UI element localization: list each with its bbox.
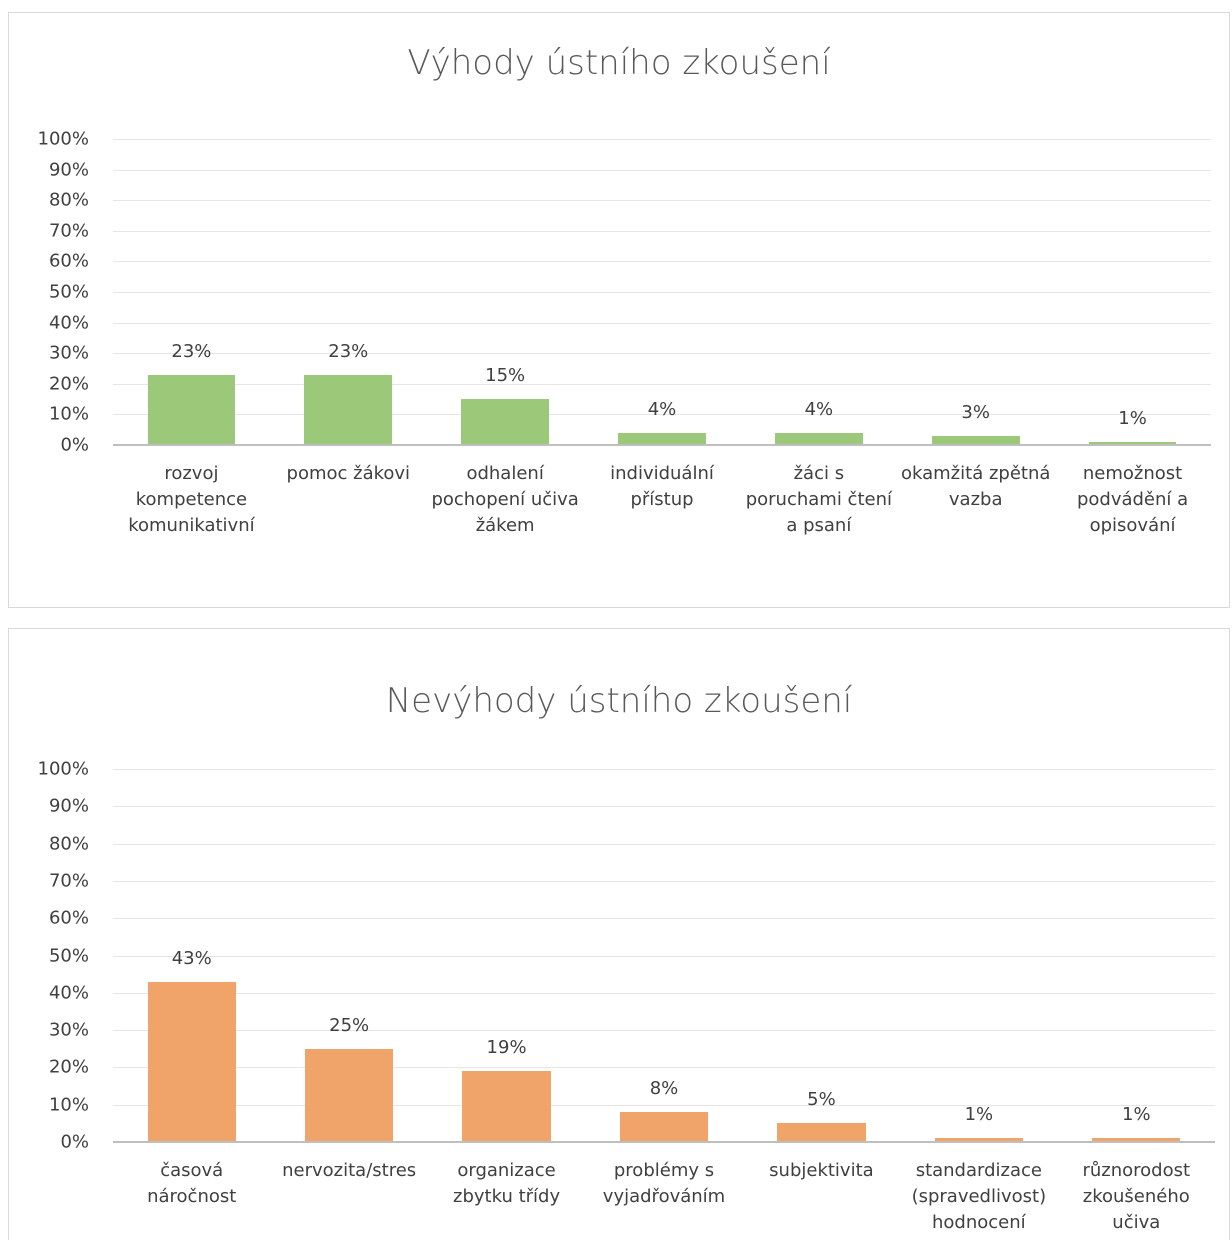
chart: Nevýhody ústního zkoušení 0% 10% 20% 30% 40% 5… [8,628,1230,1240]
chart: Výhody ústního zkoušení 0% 10% 20% 30% 40% 50%… [8,12,1230,608]
y-tick-label: 50% [48,945,89,966]
bar [618,432,706,445]
chart-title: Výhody ústního zkoušení [407,43,831,83]
grid-line [113,292,1211,293]
y-tick-label: 20% [48,1056,89,1078]
x-tick-label: individuální přístup [610,463,714,510]
grid-line [113,261,1211,263]
data-label: 19% [486,1037,527,1059]
grid-line [113,955,1215,957]
y-tick-label: 0% [60,434,89,456]
y-tick-label: 0% [60,1131,89,1153]
grid-line [113,139,1211,140]
bar [1088,441,1177,445]
data-label: 43% [171,947,212,969]
bar [619,1112,709,1142]
grid-line [113,1030,1215,1032]
grid-line [113,200,1211,202]
y-tick-label: 40% [48,312,89,334]
x-tick-label: nemožnost podvádění a opisování [1076,463,1189,536]
bar [1092,1138,1181,1142]
y-tick-label: 30% [48,342,89,364]
x-tick-label: časová náročnost [147,1160,237,1207]
grid-line [113,769,1215,770]
grid-line [113,414,1211,416]
data-label: 23% [171,340,212,362]
y-tick-label: 40% [48,982,89,1004]
bar [462,1071,551,1142]
data-label: 4% [647,398,677,420]
grid-line [113,169,1211,171]
bar [304,374,393,445]
data-label: 1% [1118,407,1147,429]
y-tick-label: 70% [48,870,89,892]
data-label: 8% [649,1078,679,1100]
x-tick-label: subjektivita [769,1160,874,1181]
grid-line [113,880,1215,882]
x-axis [113,1141,1215,1143]
bar [305,1048,394,1142]
y-tick-label: 60% [48,907,89,929]
data-label: 3% [961,401,990,423]
data-label: 1% [1122,1104,1151,1126]
grid-line [113,1104,1215,1106]
x-tick-label: odhalení pochopení učiva žákem [431,463,579,536]
x-tick-label: problémy s vyjadřováním [602,1160,726,1207]
x-tick-label: nervozita/stres [282,1160,417,1181]
grid-line [113,992,1215,994]
x-tick-label: pomoc žákovi [286,463,411,484]
x-axis [113,444,1211,446]
bar [774,432,863,445]
x-tick-label: organizace zbytku třídy [453,1160,561,1207]
y-tick-label: 90% [48,159,89,181]
grid-line [113,230,1211,232]
grid-line [113,383,1211,385]
bar [931,435,1020,445]
data-label: 5% [807,1089,836,1111]
bar [777,1123,866,1142]
y-tick-label: 50% [48,281,89,303]
y-tick-label: 60% [48,250,89,272]
y-tick-label: 70% [48,220,89,242]
data-label: 1% [964,1104,994,1126]
chart-title: Nevýhody ústního zkoušení [385,681,853,721]
x-tick-label: žáci s poruchami čtení a psaní [745,463,892,536]
y-tick-label: 10% [48,403,89,425]
bar [934,1138,1023,1142]
y-tick-label: 100% [37,128,89,150]
grid-line [113,353,1211,355]
bar [461,399,550,445]
y-tick-label: 80% [48,189,89,211]
bar [147,981,236,1142]
data-label: 4% [804,398,834,420]
y-tick-label: 10% [48,1094,89,1116]
x-tick-label: standardizace (spravedlivost) hodnocení [911,1160,1047,1233]
x-tick-label: různorodost zkoušeného učiva [1082,1160,1191,1233]
y-tick-label: 100% [37,758,89,780]
y-tick-label: 30% [48,1019,89,1041]
data-label: 25% [329,1014,370,1036]
x-tick-label: okamžitá zpětná vazba [901,463,1051,510]
data-label: 23% [328,340,369,362]
y-tick-label: 80% [48,833,89,855]
y-tick-label: 20% [48,373,89,395]
grid-line [113,322,1211,324]
grid-line [113,806,1215,808]
bar [147,374,236,445]
y-tick-label: 90% [48,795,89,817]
grid-line [113,1067,1215,1069]
grid-line [113,918,1215,920]
x-tick-label: rozvoj kompetence komunikativní [128,463,255,536]
data-label: 15% [485,365,526,387]
grid-line [113,843,1215,845]
